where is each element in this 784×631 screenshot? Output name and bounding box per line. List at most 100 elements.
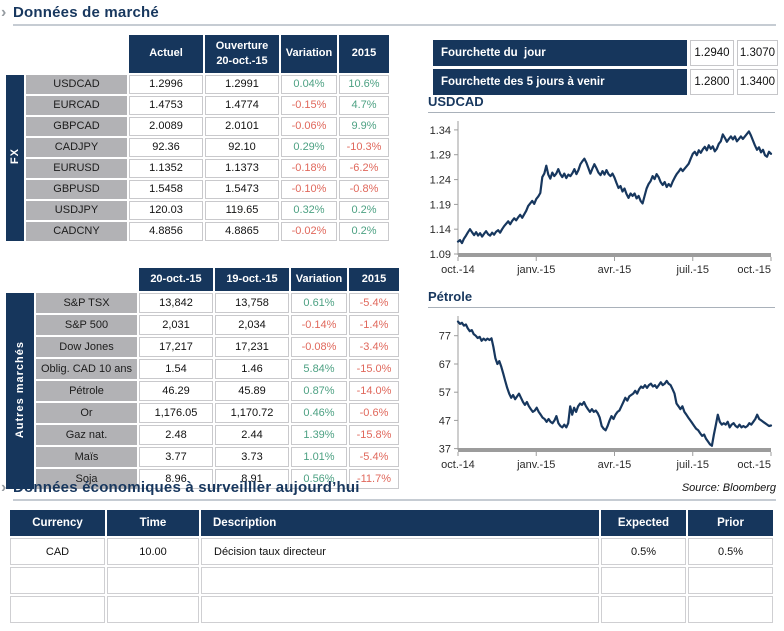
group-label: FX [6, 74, 24, 241]
ytd-cell: -5.4% [349, 446, 399, 467]
value-cell: 17,231 [215, 336, 289, 357]
svg-text:57: 57 [439, 387, 451, 399]
source-credit: Source: Bloomberg [681, 482, 776, 494]
table-row: CADCNY 4.8856 4.8865 -0.02% 0.2% [6, 221, 389, 241]
table-row: FX USDCAD 1.2996 1.2991 0.04% 10.6% [6, 74, 389, 241]
row-label: EURCAD [26, 95, 127, 115]
table-row: Or 1,176.05 1,170.72 0.46% -0.6% [6, 402, 399, 423]
usdcad-line-chart: 1.09 1.14 1.19 1.24 1.29 1.34 oct.-14 janv.-15 a… [430, 121, 773, 276]
table-row: Gaz nat. 2.48 2.44 1.39% -15.8% [6, 424, 399, 445]
fourchette-day-label: Fourchette du jour [433, 40, 687, 66]
ytd-cell: -0.8% [339, 179, 389, 199]
value-cell: 8.96 [139, 468, 213, 489]
econ-header-row: Currency Time Description Expected Prior [10, 510, 773, 536]
ytd-cell: -6.2% [339, 158, 389, 178]
value-cell: 3.73 [215, 446, 289, 467]
fourchette-5day-row: Fourchette des 5 jours à venir 1.2800 1.… [433, 69, 778, 95]
section-econ-header: › Données économiques à surveilller aujo… [0, 479, 776, 501]
svg-text:1.29: 1.29 [430, 150, 451, 162]
svg-text:1.09: 1.09 [430, 249, 451, 261]
table-row [10, 567, 773, 594]
econ-cell [107, 567, 199, 594]
chevron-right-icon: › [1, 4, 7, 21]
svg-text:avr.-15: avr.-15 [598, 459, 632, 471]
value-cell: 119.65 [205, 200, 279, 220]
value-cell: 4.8865 [205, 221, 279, 241]
value-cell: 1.4753 [129, 95, 203, 115]
econ-cell [107, 596, 199, 623]
col-header-2015: 2015 [349, 268, 399, 291]
fourchette-5day-low: 1.2800 [690, 69, 734, 95]
table-row [10, 596, 773, 623]
table-row: Pétrole 46.29 45.89 0.87% -14.0% [6, 380, 399, 401]
markets-table: 20-oct.-15 19-oct.-15 Variation 2015 Aut… [4, 266, 401, 491]
table-row: GBPUSD 1.5458 1.5473 -0.10% -0.8% [6, 179, 389, 199]
value-cell: 1.54 [139, 358, 213, 379]
col-header-time: Time [107, 510, 199, 536]
value-cell: 1.2991 [205, 74, 279, 94]
variation-cell: 0.46% [291, 402, 347, 423]
fx-table-block: Actuel Ouverture 20-oct.-15 Variation 201… [4, 33, 391, 243]
value-cell: 45.89 [215, 380, 289, 401]
value-cell: 1.5458 [129, 179, 203, 199]
value-cell: 2,031 [139, 314, 213, 335]
econ-cell: 0.5% [688, 538, 773, 565]
table-row: EURCAD 1.4753 1.4774 -0.15% 4.7% [6, 95, 389, 115]
variation-cell: 0.87% [291, 380, 347, 401]
petrole-line-chart: 37 47 57 67 77 oct.-14 janv.-15 avr.-15 juil.-15… [439, 316, 773, 471]
svg-text:1.14: 1.14 [430, 224, 451, 236]
econ-table-block: Currency Time Description Expected Prior… [8, 508, 775, 625]
variation-cell: 0.29% [281, 137, 337, 157]
value-cell: 1,170.72 [215, 402, 289, 423]
ytd-cell: -3.4% [349, 336, 399, 357]
fourchette-5day-label: Fourchette des 5 jours à venir [433, 69, 687, 95]
econ-cell [688, 567, 773, 594]
section-title-econ: Données économiques à surveilller aujour… [13, 479, 360, 496]
value-cell: 8.91 [215, 468, 289, 489]
svg-text:avr.-15: avr.-15 [598, 264, 632, 276]
variation-cell: 0.32% [281, 200, 337, 220]
fourchette-block: Fourchette du jour 1.2940 1.3070 Fourche… [430, 37, 781, 98]
value-cell: 1.2996 [129, 74, 203, 94]
col-header-actuel: Actuel [129, 35, 203, 73]
row-label: USDCAD [26, 74, 127, 94]
col-header-2015: 2015 [339, 35, 389, 73]
petrole-chart-title: Pétrole [428, 289, 775, 308]
svg-text:1.24: 1.24 [430, 175, 451, 187]
fourchette-day-row: Fourchette du jour 1.2940 1.3070 [433, 40, 778, 66]
variation-cell: 0.61% [291, 292, 347, 313]
ytd-cell: -15.0% [349, 358, 399, 379]
svg-text:janv.-15: janv.-15 [516, 264, 555, 276]
fourchette-table: Fourchette du jour 1.2940 1.3070 Fourche… [430, 37, 781, 98]
econ-cell [601, 567, 686, 594]
variation-cell: 0.56% [291, 468, 347, 489]
econ-cell: CAD [10, 538, 105, 565]
svg-text:janv.-15: janv.-15 [516, 459, 555, 471]
col-header-ouverture: Ouverture 20-oct.-15 [205, 35, 279, 73]
table-row: Autres marchés S&P TSX 13,842 13,758 0.61% -5… [6, 292, 399, 489]
col-header-variation: Variation [281, 35, 337, 73]
col-header-20oct: 20-oct.-15 [139, 268, 213, 291]
variation-cell: 1.39% [291, 424, 347, 445]
row-label: Pétrole [36, 380, 137, 401]
col-header-currency: Currency [10, 510, 105, 536]
variation-cell: -0.18% [281, 158, 337, 178]
value-cell: 92.36 [129, 137, 203, 157]
section-title-market-data: Données de marché [13, 4, 159, 21]
value-cell: 2.0101 [205, 116, 279, 136]
row-label: Soja [36, 468, 137, 489]
econ-cell [10, 567, 105, 594]
row-label: Or [36, 402, 137, 423]
econ-cell: 0.5% [601, 538, 686, 565]
svg-text:oct.-14: oct.-14 [441, 264, 475, 276]
chevron-right-icon: › [1, 479, 7, 496]
svg-text:oct.-15: oct.-15 [737, 264, 771, 276]
table-row: EURUSD 1.1352 1.1373 -0.18% -6.2% [6, 158, 389, 178]
ytd-cell: -10.3% [339, 137, 389, 157]
svg-text:1.19: 1.19 [430, 199, 451, 211]
value-cell: 2.44 [215, 424, 289, 445]
econ-cell [601, 596, 686, 623]
ytd-cell: 4.7% [339, 95, 389, 115]
econ-cell: 10.00 [107, 538, 199, 565]
row-label: S&P 500 [36, 314, 137, 335]
